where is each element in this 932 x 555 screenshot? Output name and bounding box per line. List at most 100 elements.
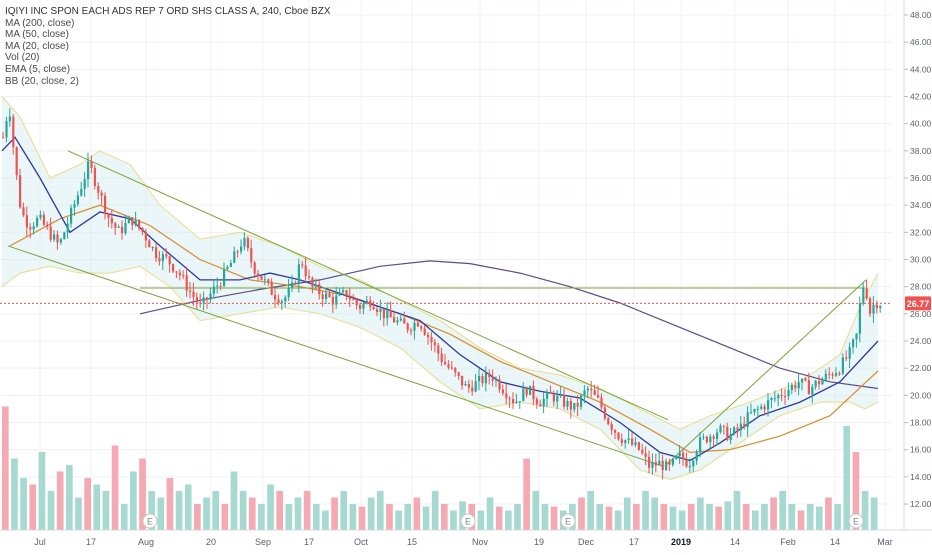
candle-body — [586, 388, 589, 391]
candle-body — [614, 430, 617, 433]
candle-body — [216, 285, 219, 287]
candle-body — [127, 217, 130, 224]
candle-body — [280, 301, 283, 303]
candle-body — [110, 217, 113, 224]
candle-body — [321, 294, 324, 299]
candle-body — [389, 310, 392, 318]
candle-body — [461, 375, 464, 386]
volume-bar — [120, 504, 128, 530]
candle-body — [831, 374, 834, 376]
volume-bar — [751, 510, 759, 530]
candle-body — [338, 292, 341, 296]
candle-body — [654, 461, 657, 466]
x-tick-label: 17 — [629, 537, 639, 547]
volume-bar — [322, 510, 329, 530]
candle-body — [627, 438, 630, 441]
volume-bar — [733, 491, 741, 530]
x-tick-label: Aug — [138, 537, 154, 547]
candle-body — [131, 217, 134, 226]
candle-body — [36, 218, 39, 227]
candle-body — [5, 121, 8, 138]
candle-body — [97, 185, 100, 193]
volume-bar — [111, 445, 119, 530]
candle-body — [835, 373, 838, 376]
volume-bar — [84, 478, 91, 530]
candle-body — [39, 214, 42, 219]
y-tick-label: 24.00 — [910, 336, 932, 346]
candle-body — [260, 276, 263, 280]
candle-body — [535, 399, 538, 405]
candle-body — [753, 408, 756, 413]
candle-body — [25, 215, 28, 228]
candle-body — [284, 297, 287, 302]
y-tick-label: 16.00 — [910, 445, 932, 455]
candle-body — [576, 402, 579, 407]
x-tick-label: 14 — [730, 537, 740, 547]
candle-body — [447, 364, 450, 368]
earnings-marker — [560, 513, 576, 529]
candle-body — [124, 223, 127, 234]
earnings-marker — [848, 513, 864, 529]
candle-body — [665, 461, 668, 471]
candle-body — [695, 452, 698, 461]
candle-body — [478, 376, 481, 382]
candle-body — [845, 357, 848, 359]
volume-bar — [413, 497, 421, 530]
candle-body — [780, 395, 783, 397]
candle-body — [573, 402, 576, 410]
candle-body — [610, 424, 613, 431]
candle-body — [46, 224, 49, 227]
volume-bar — [221, 504, 229, 530]
candle-body — [763, 406, 766, 410]
candle-body — [702, 436, 705, 438]
candle-body — [872, 304, 875, 314]
candle-body — [634, 442, 637, 445]
candle-body — [121, 226, 124, 234]
candle-body — [620, 439, 623, 443]
volume-bar — [285, 504, 293, 530]
volume-bar — [870, 497, 878, 530]
candle-body — [505, 393, 508, 399]
volume-bar — [806, 504, 814, 530]
volume-bar — [852, 452, 860, 530]
candle-body — [100, 192, 103, 196]
volume-bar — [184, 484, 192, 530]
volume-bar — [614, 510, 622, 530]
candle-body — [66, 223, 69, 233]
candle-body — [141, 227, 144, 232]
volume-bar — [697, 497, 704, 530]
candle-body — [287, 287, 290, 298]
candle-body — [726, 426, 729, 441]
candle-body — [777, 395, 780, 399]
candle-body — [63, 232, 66, 240]
volume-bar — [38, 452, 46, 530]
candle-body — [49, 226, 52, 240]
candle-body — [212, 286, 215, 294]
volume-bar — [578, 497, 585, 530]
candle-body — [848, 347, 851, 359]
volume-bar — [66, 465, 73, 530]
x-tick-label: 15 — [407, 537, 417, 547]
earnings-marker-label: E — [465, 517, 471, 527]
y-tick-label: 26.00 — [910, 309, 932, 319]
candle-body — [291, 282, 294, 288]
candle-body — [869, 298, 872, 314]
candle-body — [168, 256, 171, 265]
candle-body — [879, 306, 882, 309]
candle-body — [87, 161, 90, 180]
candle-body — [413, 322, 416, 331]
candle-body — [73, 204, 76, 208]
candle-body — [580, 395, 583, 407]
candle-body — [525, 388, 528, 395]
candle-body — [457, 372, 460, 376]
candle-body — [243, 237, 246, 247]
volume-bar — [358, 506, 366, 530]
candle-body — [202, 297, 205, 303]
x-tick-label: Oct — [354, 537, 369, 547]
candle-body — [253, 262, 256, 274]
candle-body — [862, 287, 865, 304]
candle-body — [430, 336, 433, 343]
y-tick-label: 44.00 — [910, 64, 932, 74]
volume-bar — [139, 458, 146, 530]
